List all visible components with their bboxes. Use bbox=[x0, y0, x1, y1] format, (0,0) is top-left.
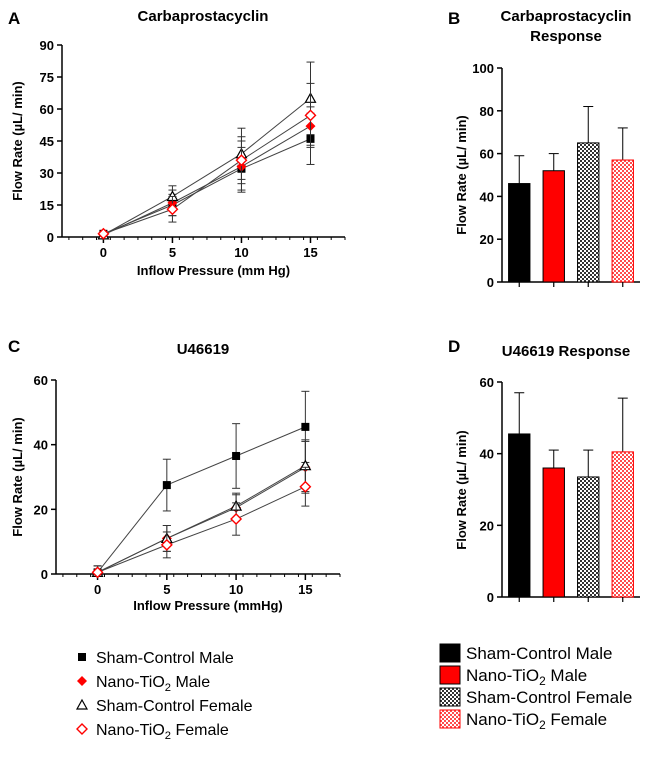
x-axis-label: Inflow Pressure (mm Hg) bbox=[137, 263, 290, 278]
legend-line-series: Sham-Control Male Nano-TiO2 Male Sham-Cont… bbox=[75, 650, 253, 742]
legend-item-label: Sham-Control Male bbox=[96, 650, 234, 667]
legend-item-label: Nano-TiO2 Female bbox=[466, 710, 607, 732]
panel-a-line-chart: A Carbaprostacyclin Flow Rate (µL/ min) Inf… bbox=[8, 8, 346, 278]
bar bbox=[611, 159, 634, 283]
y-tick-label: 100 bbox=[472, 61, 494, 76]
chart-title: Carbaprostacyclin bbox=[138, 8, 269, 25]
panel-letter: A bbox=[8, 9, 20, 28]
y-tick-label: 0 bbox=[487, 590, 494, 605]
data-point-square bbox=[301, 422, 310, 431]
x-tick-label: 0 bbox=[100, 245, 107, 260]
series-line bbox=[97, 465, 306, 573]
data-point-triangle bbox=[75, 698, 89, 710]
y-tick-label: 40 bbox=[480, 189, 494, 204]
chart-title-line: U46619 Response bbox=[502, 343, 630, 360]
y-tick-label: 60 bbox=[40, 102, 54, 117]
panel-letter: D bbox=[448, 337, 460, 356]
bar bbox=[508, 433, 531, 598]
y-axis-label: Flow Rate (µL/ min) bbox=[454, 115, 469, 234]
y-tick-label: 0 bbox=[41, 567, 48, 582]
x-tick-label: 10 bbox=[234, 245, 248, 260]
y-tick-label: 0 bbox=[47, 230, 54, 245]
data-point-diamond-open bbox=[97, 227, 110, 240]
data-point-diamond bbox=[77, 676, 87, 686]
series-line bbox=[97, 486, 306, 573]
bar bbox=[508, 183, 531, 283]
y-tick-label: 60 bbox=[480, 147, 494, 162]
data-point-diamond-open bbox=[299, 480, 312, 493]
x-tick-label: 15 bbox=[303, 245, 317, 260]
bar bbox=[542, 170, 565, 283]
panel-letter: B bbox=[448, 9, 460, 28]
chart-title-line: Response bbox=[530, 28, 602, 45]
panel-letter: C bbox=[8, 337, 20, 356]
bar bbox=[611, 451, 634, 598]
x-tick-label: 10 bbox=[229, 582, 243, 597]
panel-d-bar-chart: D U46619 Response Flow Rate (µL/ min) 0 20 40… bbox=[448, 337, 640, 605]
chart-title-line: Carbaprostacyclin bbox=[501, 8, 632, 25]
data-point-diamond-open bbox=[166, 203, 179, 216]
data-point-diamond-open bbox=[235, 154, 248, 167]
y-tick-label: 75 bbox=[40, 70, 54, 85]
y-tick-label: 40 bbox=[34, 438, 48, 453]
y-tick-label: 30 bbox=[40, 166, 54, 181]
legend-item-label: Sham-Control Female bbox=[96, 698, 253, 715]
series-line bbox=[103, 114, 311, 235]
data-point-diamond-open bbox=[76, 723, 88, 735]
x-tick-label: 5 bbox=[169, 245, 176, 260]
y-tick-label: 45 bbox=[40, 134, 54, 149]
legend-bar-series: Sham-Control Male Nano-TiO2 MaleSham-Cont… bbox=[439, 643, 632, 732]
series-line bbox=[97, 426, 306, 573]
x-tick-label: 0 bbox=[94, 582, 101, 597]
y-tick-label: 20 bbox=[34, 502, 48, 517]
y-tick-label: 40 bbox=[480, 447, 494, 462]
series-line bbox=[103, 125, 311, 236]
y-tick-label: 60 bbox=[480, 375, 494, 390]
x-tick-label: 5 bbox=[163, 582, 170, 597]
y-tick-label: 0 bbox=[487, 275, 494, 290]
legend-item-label: Sham-Control Male bbox=[466, 644, 612, 663]
legend-item-label: Nano-TiO2 Male bbox=[466, 666, 587, 688]
series-line bbox=[103, 97, 311, 236]
legend-swatch bbox=[439, 665, 461, 685]
x-axis-label: Inflow Pressure (mmHg) bbox=[133, 598, 283, 613]
series-line bbox=[103, 138, 311, 235]
legend-swatch bbox=[439, 709, 461, 729]
y-tick-label: 20 bbox=[480, 232, 494, 247]
data-point-diamond-open bbox=[304, 109, 317, 122]
legend-item-label: Sham-Control Female bbox=[466, 688, 632, 707]
data-point-diamond-open bbox=[230, 513, 243, 526]
y-axis-label: Flow Rate (µL/ min) bbox=[10, 417, 25, 536]
data-point-square bbox=[162, 481, 171, 490]
x-tick-label: 15 bbox=[298, 582, 312, 597]
y-tick-label: 60 bbox=[34, 373, 48, 388]
panel-b-bar-chart: B Carbaprostacyclin Response Flow Rate (µL/… bbox=[448, 8, 640, 290]
chart-title: U46619 bbox=[177, 341, 230, 358]
y-tick-label: 15 bbox=[40, 198, 54, 213]
y-tick-label: 80 bbox=[480, 104, 494, 119]
data-point-square bbox=[78, 653, 86, 661]
bar bbox=[577, 476, 600, 598]
legend-swatch bbox=[439, 643, 461, 663]
y-axis-label: Flow Rate (µL/ min) bbox=[10, 81, 25, 200]
data-point-diamond-open bbox=[91, 566, 104, 579]
panel-c-line-chart: C U46619 Flow Rate (µL/ min) Inflow Pressur… bbox=[8, 337, 341, 613]
y-tick-label: 90 bbox=[40, 38, 54, 53]
legend-swatch bbox=[439, 687, 461, 707]
legend-item-label: Nano-TiO2 Female bbox=[96, 722, 229, 742]
data-point-square bbox=[232, 451, 241, 460]
y-tick-label: 20 bbox=[480, 518, 494, 533]
data-point-diamond-open bbox=[160, 538, 173, 551]
y-axis-label: Flow Rate (µL/ min) bbox=[454, 430, 469, 549]
legend-item-label: Nano-TiO2 Male bbox=[96, 674, 210, 694]
bar bbox=[577, 142, 600, 283]
bar bbox=[542, 467, 565, 598]
